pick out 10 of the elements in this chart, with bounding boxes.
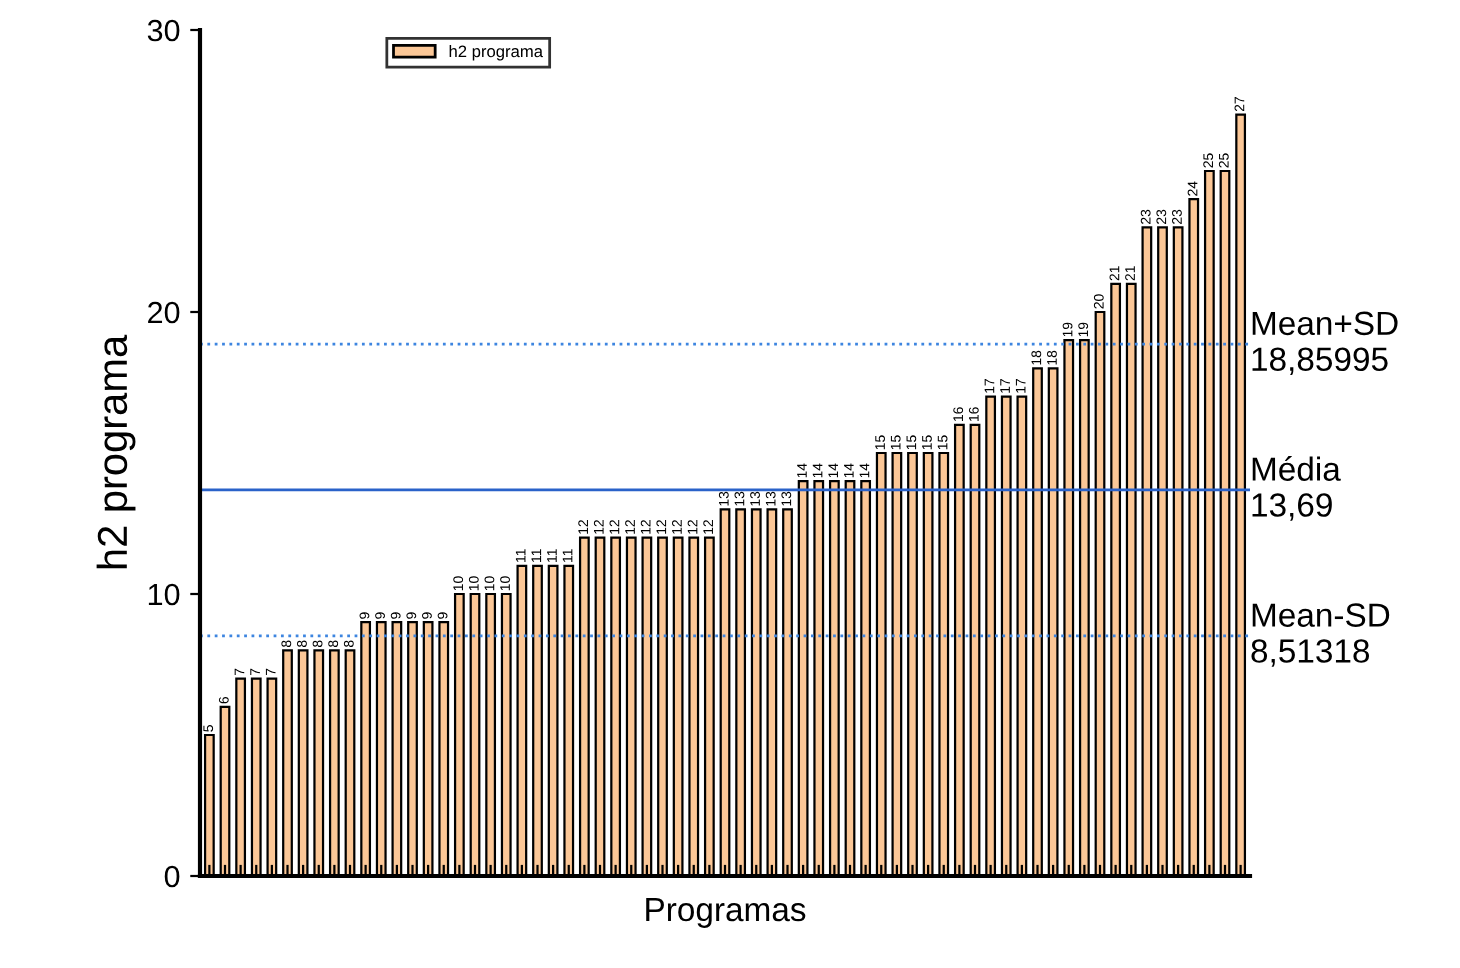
y-tick-label: 20 xyxy=(148,301,180,324)
y-tick-label: 0 xyxy=(164,865,180,888)
ref-line-label: Mean+SD 18,85995 xyxy=(1252,311,1398,375)
y-tick-label: 10 xyxy=(148,583,180,606)
y-tick-label: 30 xyxy=(147,19,180,42)
ref-line-label: Mean-SD 8,51318 xyxy=(1251,603,1390,667)
x-axis-title: Programas xyxy=(646,898,806,928)
legend-label: h2 programa xyxy=(449,45,543,61)
ref-line-label: Média 13,69 xyxy=(1252,456,1341,521)
y-axis-title: h2 programa xyxy=(96,334,136,569)
